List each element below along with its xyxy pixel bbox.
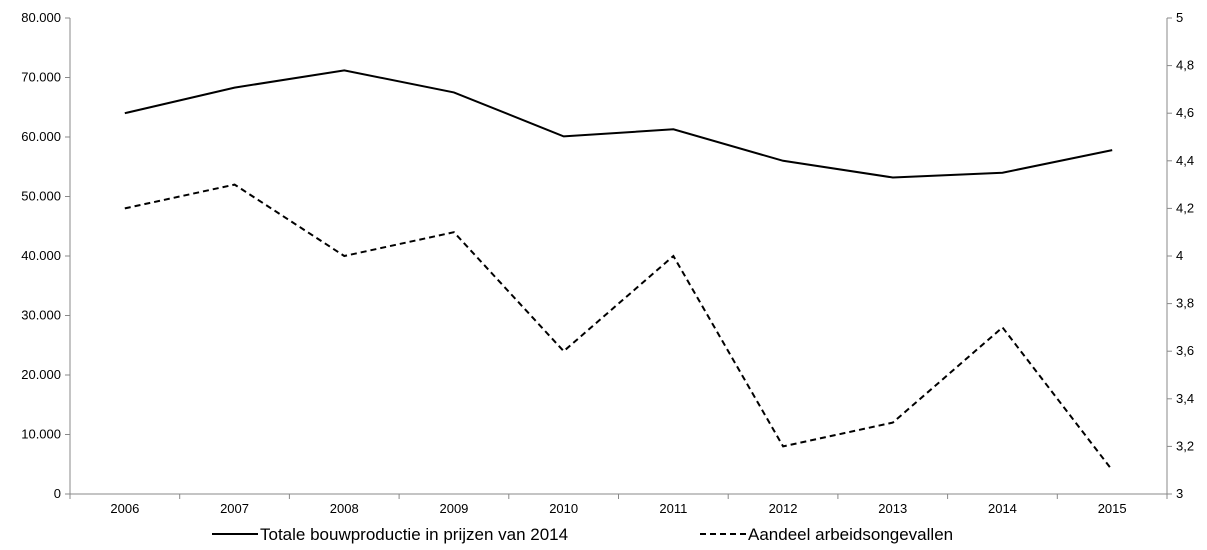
- x-tick-label: 2009: [439, 501, 468, 516]
- y-left-tick-label: 60.000: [21, 129, 61, 144]
- x-axis-ticks: 2006 2007 2008 2009 2010 2011 2012 2013 2014 2015: [69, 494, 1168, 516]
- y-left-tick-label: 10.000: [21, 427, 61, 442]
- series-group: [124, 69, 1113, 471]
- series-line-2: [124, 183, 1113, 471]
- y-axis-left-ticks: 0 10.000 20.000 30.000 40.000 50.000 60.000 70.…: [21, 10, 70, 501]
- legend: Totale bouwproductie in prijzen van 2014…: [212, 525, 953, 544]
- x-tick-label: 2010: [549, 501, 578, 516]
- series-line-1: [124, 69, 1113, 179]
- x-tick-label: 2012: [769, 501, 798, 516]
- y-left-tick-label: 30.000: [21, 308, 61, 323]
- y-right-tick-label: 3,2: [1176, 438, 1194, 453]
- legend-label-series-1: Totale bouwproductie in prijzen van 2014: [260, 525, 568, 544]
- x-tick-label: 2008: [330, 501, 359, 516]
- y-left-tick-label: 50.000: [21, 189, 61, 204]
- x-tick-label: 2007: [220, 501, 249, 516]
- y-left-tick-label: 20.000: [21, 367, 61, 382]
- y-right-tick-label: 4: [1176, 248, 1183, 263]
- x-tick-label: 2015: [1098, 501, 1127, 516]
- y-left-tick-label: 80.000: [21, 10, 61, 25]
- y-right-tick-label: 4,6: [1176, 105, 1194, 120]
- y-left-tick-label: 70.000: [21, 70, 61, 85]
- y-right-tick-label: 4,4: [1176, 153, 1194, 168]
- y-right-tick-label: 4,2: [1176, 200, 1194, 215]
- x-tick-label: 2013: [878, 501, 907, 516]
- y-axis-right-ticks: 3 3,2 3,4 3,6 3,8 4 4,2 4,4 4,6 4,8 5: [1167, 10, 1194, 501]
- x-tick-label: 2006: [110, 501, 139, 516]
- x-tick-label: 2014: [988, 501, 1017, 516]
- y-right-tick-label: 3: [1176, 486, 1183, 501]
- y-right-tick-label: 5: [1176, 10, 1183, 25]
- y-right-tick-label: 3,6: [1176, 343, 1194, 358]
- axes: [69, 18, 1168, 495]
- x-tick-label: 2011: [659, 501, 687, 516]
- y-left-tick-label: 0: [54, 486, 61, 501]
- legend-label-series-2: Aandeel arbeidsongevallen: [748, 525, 953, 544]
- y-left-tick-label: 40.000: [21, 248, 61, 263]
- y-right-tick-label: 3,4: [1176, 391, 1194, 406]
- y-right-tick-label: 4,8: [1176, 58, 1194, 73]
- y-right-tick-label: 3,8: [1176, 296, 1194, 311]
